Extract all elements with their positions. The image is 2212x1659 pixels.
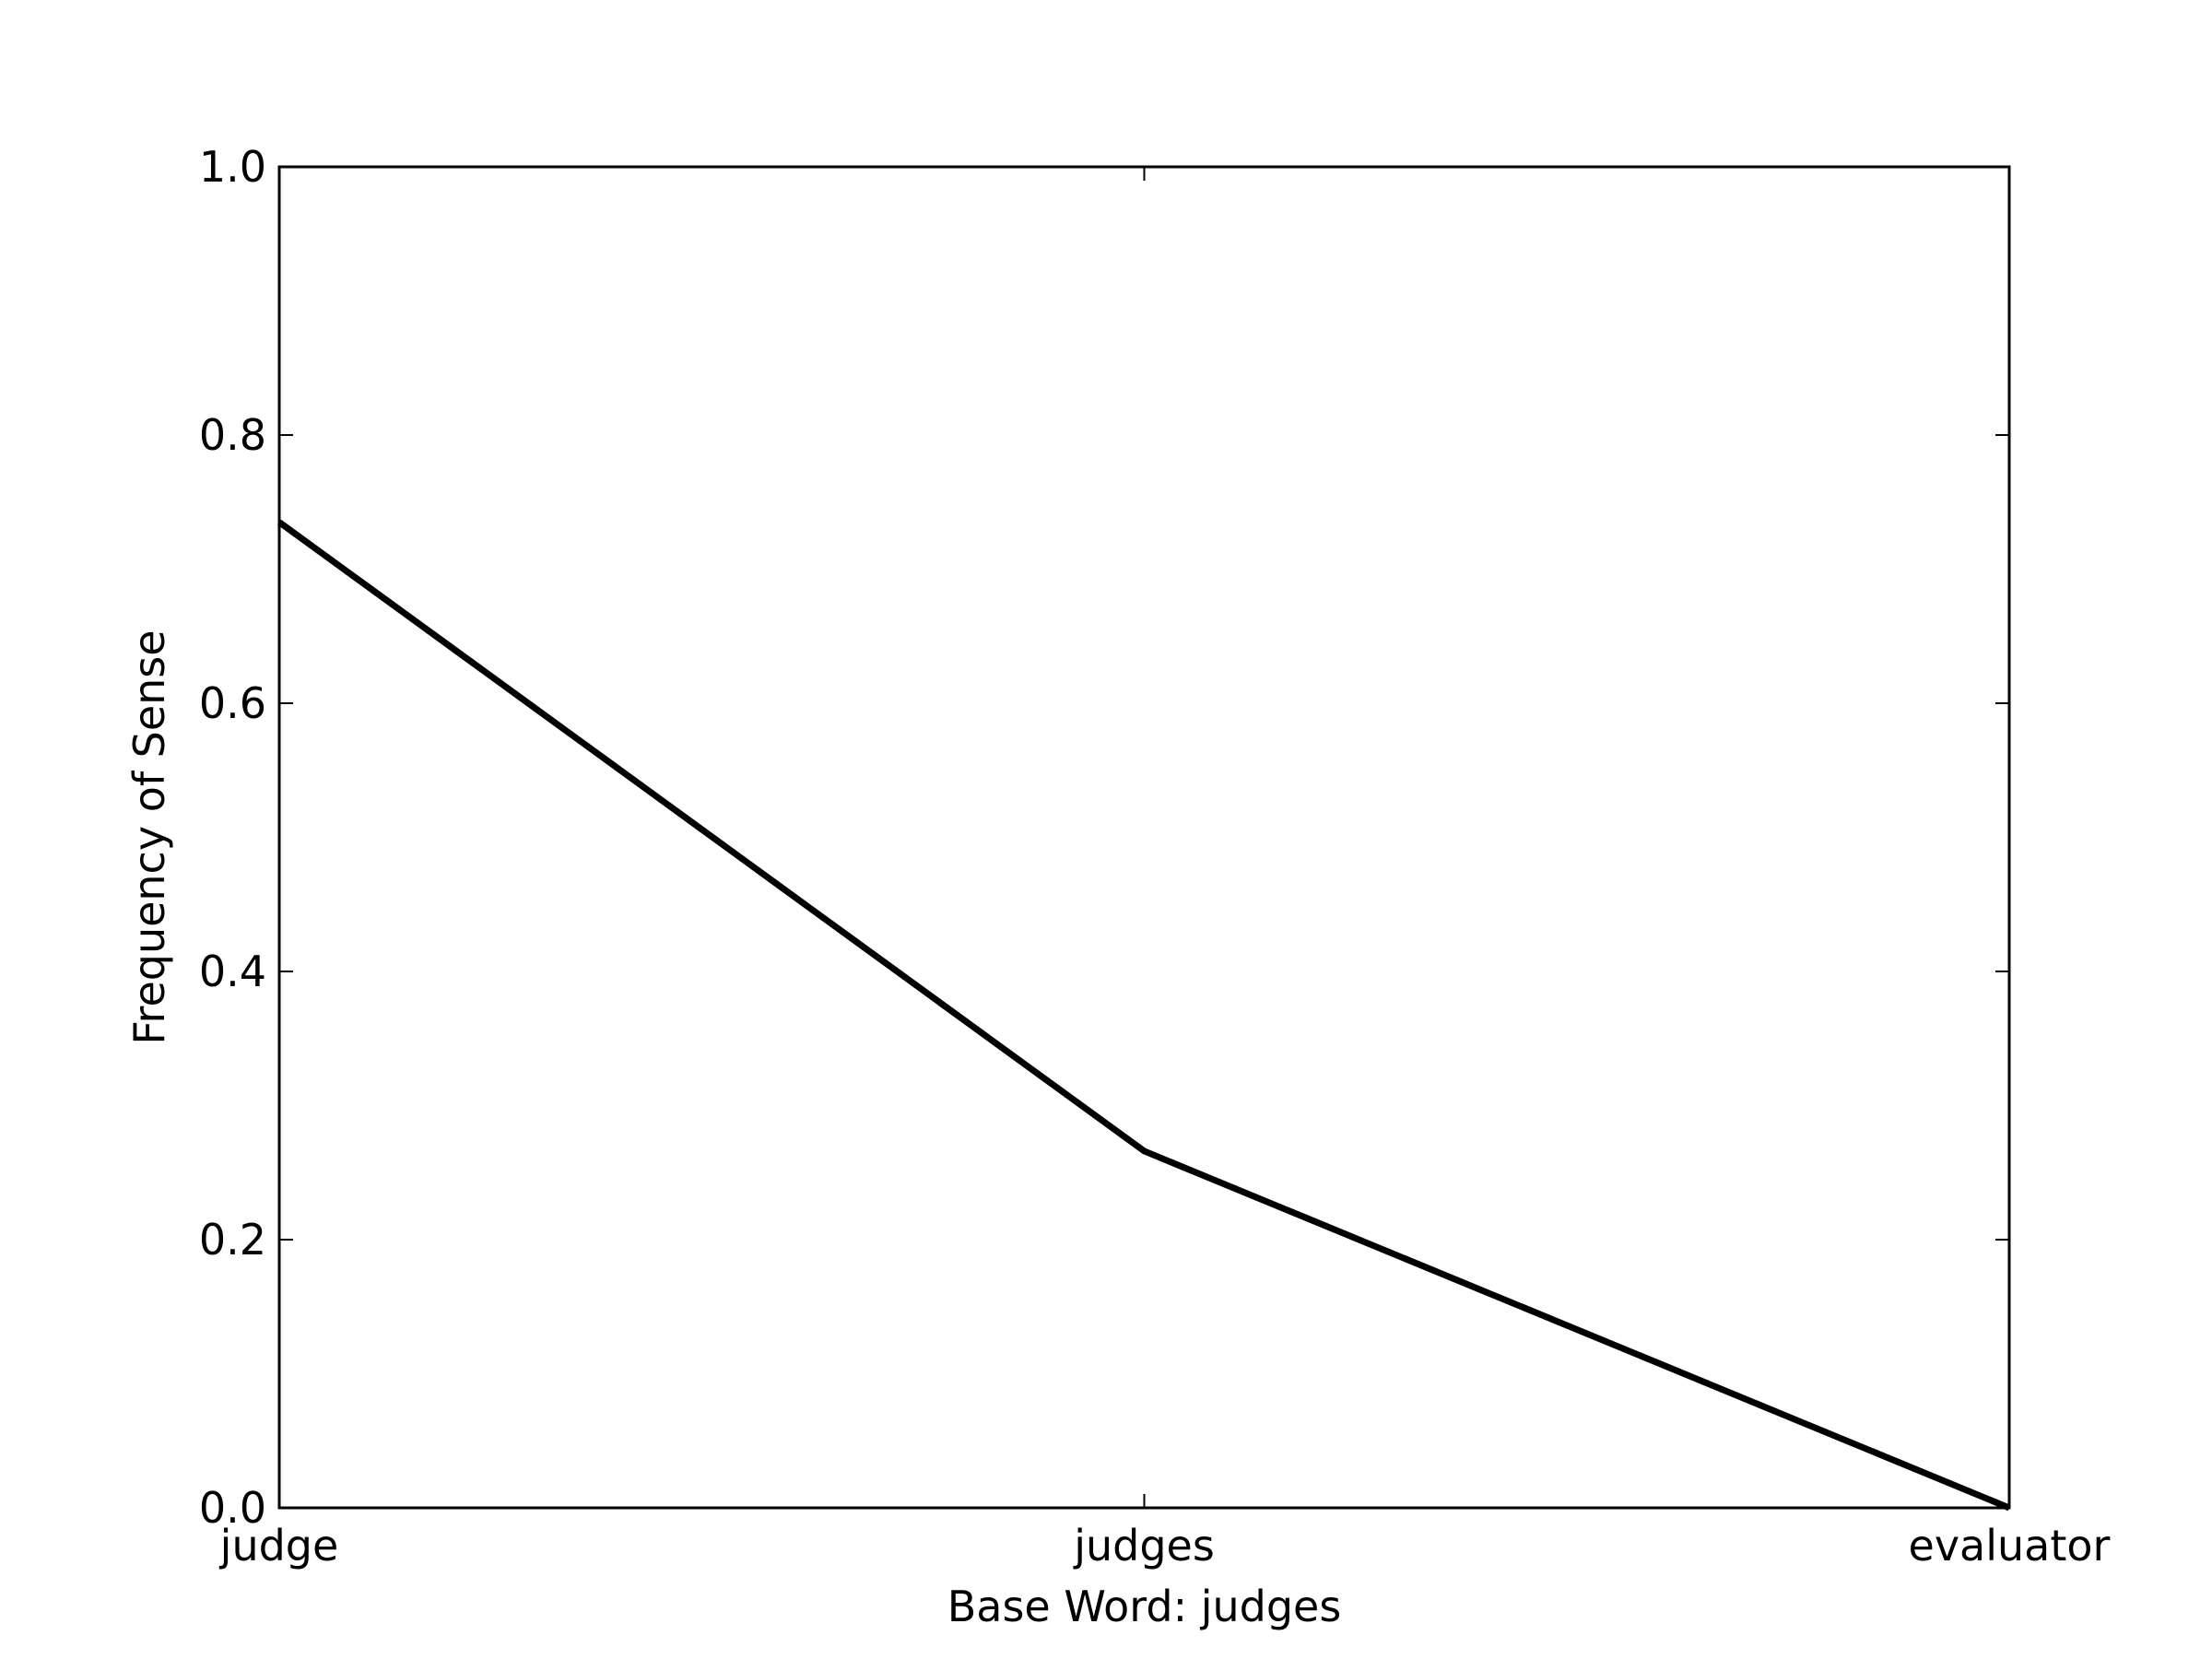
x-tick-label: judge: [219, 1521, 339, 1571]
labels-layer: 0.0 0.2 0.4 0.6 0.8 1.0 judge judges evaluator: [199, 142, 2111, 1571]
y-tick-label: 1.0: [199, 142, 266, 192]
x-tick-label: evaluator: [1909, 1521, 2111, 1571]
y-tick-label: 0.0: [199, 1483, 266, 1533]
plot-frame: [277, 165, 2011, 1510]
y-axis-label: Frequency of Sense: [124, 629, 174, 1044]
x-tick-label: judges: [1073, 1521, 1215, 1571]
y-tick-label: 0.6: [199, 678, 266, 728]
y-tick-label: 0.2: [199, 1215, 266, 1265]
y-tick-label: 0.4: [199, 947, 266, 996]
x-axis-label: Base Word: judges: [947, 1582, 1342, 1631]
series-layer: [276, 519, 2011, 1512]
y-tick-label: 0.8: [199, 410, 266, 460]
series-line: [276, 519, 2011, 1512]
